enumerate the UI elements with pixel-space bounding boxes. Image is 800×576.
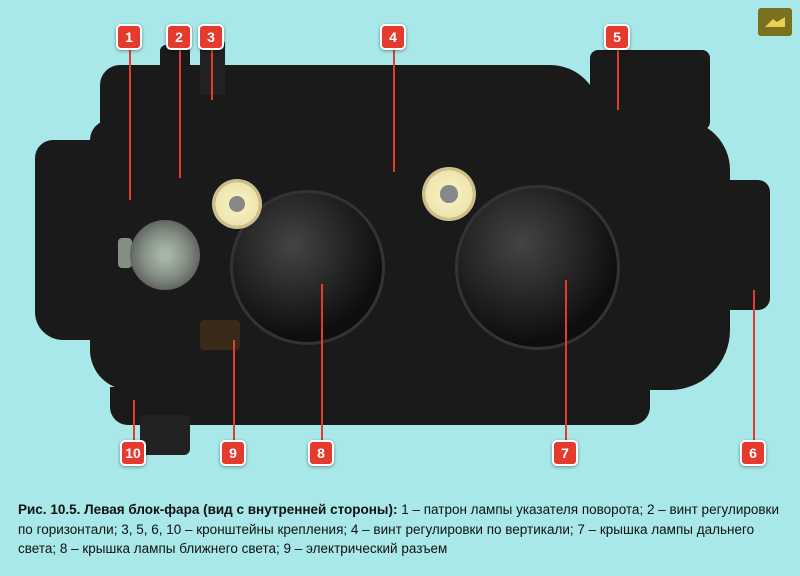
marker-5: 5 (604, 24, 630, 50)
marker-7: 7 (552, 440, 578, 466)
corner-icon (758, 8, 792, 36)
leader-line (753, 290, 755, 440)
figure-title: Левая блок-фара (вид с внутренней сторон… (84, 502, 397, 517)
headlight-assembly (60, 90, 750, 400)
leader-line (617, 50, 619, 110)
leader-line (321, 284, 323, 440)
marker-4: 4 (380, 24, 406, 50)
marker-3: 3 (198, 24, 224, 50)
leader-line (565, 280, 567, 440)
leader-line (211, 50, 213, 100)
high-beam-cap (455, 185, 620, 350)
figure-number: Рис. 10.5. (18, 502, 80, 517)
diagram-area: 123 4 5 6 7 8 9 10 (0, 0, 800, 490)
leader-line (393, 50, 395, 172)
housing-top-right (590, 50, 710, 130)
horizontal-adjust-gear (215, 182, 259, 226)
vertical-adjust-gear (425, 170, 473, 218)
leader-line (179, 50, 181, 178)
top-notch (160, 45, 190, 90)
marker-9: 9 (220, 440, 246, 466)
housing-bottom-tab (140, 415, 190, 455)
leader-line (133, 400, 135, 440)
figure-caption: Рис. 10.5. Левая блок-фара (вид с внутре… (18, 500, 782, 559)
leader-line (129, 50, 131, 200)
marker-8: 8 (308, 440, 334, 466)
marker-10: 10 (120, 440, 146, 466)
housing-bottom (110, 387, 650, 425)
turn-signal-socket (130, 220, 200, 290)
marker-6: 6 (740, 440, 766, 466)
leader-line (233, 340, 235, 440)
marker-2: 2 (166, 24, 192, 50)
marker-1: 1 (116, 24, 142, 50)
